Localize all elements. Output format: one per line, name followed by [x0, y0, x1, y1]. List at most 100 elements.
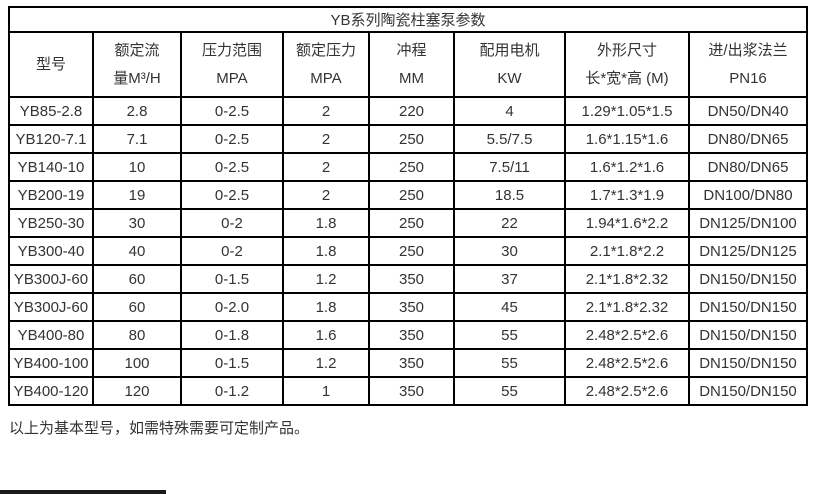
table-cell: 5.5/7.5: [453, 124, 566, 154]
table-cell: 2.48*2.5*2.6: [564, 348, 690, 378]
table-row: YB200-19 19 0-2.5 2 250 18.5 1.7*1.3*1.9 DN100/…: [8, 180, 809, 210]
column-header-model: 型号: [8, 31, 94, 98]
table-cell: 220: [368, 96, 455, 126]
table-cell: 37: [453, 264, 566, 294]
table-cell: YB250-30: [8, 208, 94, 238]
table-cell: DN80/DN65: [687, 152, 809, 182]
table-cell: 2.1*1.8*2.32: [564, 292, 690, 322]
column-header-unit: PN16: [729, 69, 767, 87]
table-row: YB400-120 120 0-1.2 1 350 55 2.48*2.5*2.6 DN150…: [8, 376, 809, 406]
table-row: YB300-40 40 0-2 1.8 250 30 2.1*1.8*2.2 DN125/DN…: [8, 236, 809, 266]
table-cell: 350: [368, 320, 455, 350]
column-header-label: 额定流: [114, 41, 160, 59]
column-header-label: 额定压力: [295, 41, 356, 59]
column-header-label: 型号: [35, 55, 66, 73]
column-header-flange: 进/出浆法兰 PN16: [687, 31, 809, 98]
table-cell: 2.48*2.5*2.6: [564, 376, 690, 406]
column-header-pressure-range: 压力范围 MPA: [180, 31, 284, 98]
table-row: YB250-30 30 0-2 1.8 250 22 1.94*1.6*2.2 DN125/D…: [8, 208, 809, 238]
table-cell: YB400-120: [8, 376, 94, 406]
table-cell: YB400-100: [8, 348, 94, 378]
column-header-unit: MPA: [310, 69, 342, 87]
column-header-unit: 长*宽*高 (M): [585, 69, 669, 87]
table-cell: 0-2.5: [180, 96, 284, 126]
table-cell: 0-2: [180, 208, 284, 238]
table-row: YB400-80 80 0-1.8 1.6 350 55 2.48*2.5*2.6 DN150…: [8, 320, 809, 350]
column-header-label: 外形尺寸: [596, 41, 657, 59]
table-cell: 7.5/11: [453, 152, 566, 182]
table-cell: DN80/DN65: [687, 124, 809, 154]
table-cell: YB140-10: [8, 152, 94, 182]
table-cell: 55: [453, 376, 566, 406]
table-cell: 55: [453, 348, 566, 378]
table-cell: 0-1.5: [180, 348, 284, 378]
table-cell: 30: [453, 236, 566, 266]
pump-parameters-table: YB系列陶瓷柱塞泵参数 型号 额定流 量M³/H 压力范围 MPA 额定压力 M…: [7, 6, 809, 406]
table-cell: YB300J-60: [8, 292, 94, 322]
table-cell: 0-1.5: [180, 264, 284, 294]
table-cell: 2: [282, 152, 370, 182]
table-cell: DN150/DN150: [687, 320, 809, 350]
table-cell: 2.8: [92, 96, 182, 126]
table-cell: 1.8: [282, 208, 370, 238]
table-cell: 4: [453, 96, 566, 126]
table-cell: 1.94*1.6*2.2: [564, 208, 690, 238]
table-cell: 250: [368, 180, 455, 210]
column-header-label: 进/出浆法兰: [708, 41, 788, 59]
table-cell: DN100/DN80: [687, 180, 809, 210]
table-cell: 55: [453, 320, 566, 350]
table-cell: YB200-19: [8, 180, 94, 210]
table-row: YB300J-60 60 0-2.0 1.8 350 45 2.1*1.8*2.32 DN15…: [8, 292, 809, 322]
column-header-unit: 量M³/H: [113, 69, 161, 87]
table-cell: 60: [92, 292, 182, 322]
table-cell: 0-2.0: [180, 292, 284, 322]
table-cell: DN150/DN150: [687, 264, 809, 294]
table-cell: 1.2: [282, 348, 370, 378]
table-cell: 0-2.5: [180, 152, 284, 182]
table-cell: DN125/DN125: [687, 236, 809, 266]
page-title: YB系列陶瓷柱塞泵参数: [7, 6, 809, 33]
table-cell: 350: [368, 376, 455, 406]
table-cell: YB85-2.8: [8, 96, 94, 126]
table-cell: 0-2: [180, 236, 284, 266]
table-cell: 1.6: [282, 320, 370, 350]
table-cell: 350: [368, 264, 455, 294]
column-header-motor: 配用电机 KW: [453, 31, 566, 98]
table-cell: YB120-7.1: [8, 124, 94, 154]
column-header-rated-flow: 额定流 量M³/H: [92, 31, 182, 98]
table-cell: 0-2.5: [180, 124, 284, 154]
column-header-unit: MPA: [216, 69, 248, 87]
column-header-label: 配用电机: [479, 41, 540, 59]
column-header-label: 冲程: [396, 41, 427, 59]
table-cell: 22: [453, 208, 566, 238]
table-row: YB120-7.1 7.1 0-2.5 2 250 5.5/7.5 1.6*1.15*1.6…: [8, 124, 809, 154]
table-cell: YB300-40: [8, 236, 94, 266]
table-cell: 2: [282, 96, 370, 126]
table-cell: 1.8: [282, 292, 370, 322]
table-cell: 45: [453, 292, 566, 322]
table-cell: 1.7*1.3*1.9: [564, 180, 690, 210]
cropped-bottom-element: [0, 490, 166, 494]
column-header-stroke: 冲程 MM: [368, 31, 455, 98]
table-cell: 19: [92, 180, 182, 210]
table-body: YB85-2.8 2.8 0-2.5 2 220 4 1.29*1.05*1.5 DN50/D…: [8, 96, 809, 406]
page-container: YB系列陶瓷柱塞泵参数 型号 额定流 量M³/H 压力范围 MPA 额定压力 M…: [7, 6, 809, 437]
table-cell: 30: [92, 208, 182, 238]
table-row: YB400-100 100 0-1.5 1.2 350 55 2.48*2.5*2.6 DN1…: [8, 348, 809, 378]
table-cell: 2: [282, 124, 370, 154]
table-row: YB300J-60 60 0-1.5 1.2 350 37 2.1*1.8*2.32 DN15…: [8, 264, 809, 294]
table-cell: 2.1*1.8*2.32: [564, 264, 690, 294]
table-cell: YB400-80: [8, 320, 94, 350]
table-cell: 1.6*1.2*1.6: [564, 152, 690, 182]
column-header-unit: MM: [399, 69, 424, 87]
column-header-label: 压力范围: [201, 41, 262, 59]
table-cell: 80: [92, 320, 182, 350]
table-cell: 0-1.8: [180, 320, 284, 350]
table-cell: 60: [92, 264, 182, 294]
table-cell: 0-2.5: [180, 180, 284, 210]
table-cell: 1: [282, 376, 370, 406]
table-cell: 18.5: [453, 180, 566, 210]
table-cell: 2.1*1.8*2.2: [564, 236, 690, 266]
table-cell: 10: [92, 152, 182, 182]
table-cell: 100: [92, 348, 182, 378]
